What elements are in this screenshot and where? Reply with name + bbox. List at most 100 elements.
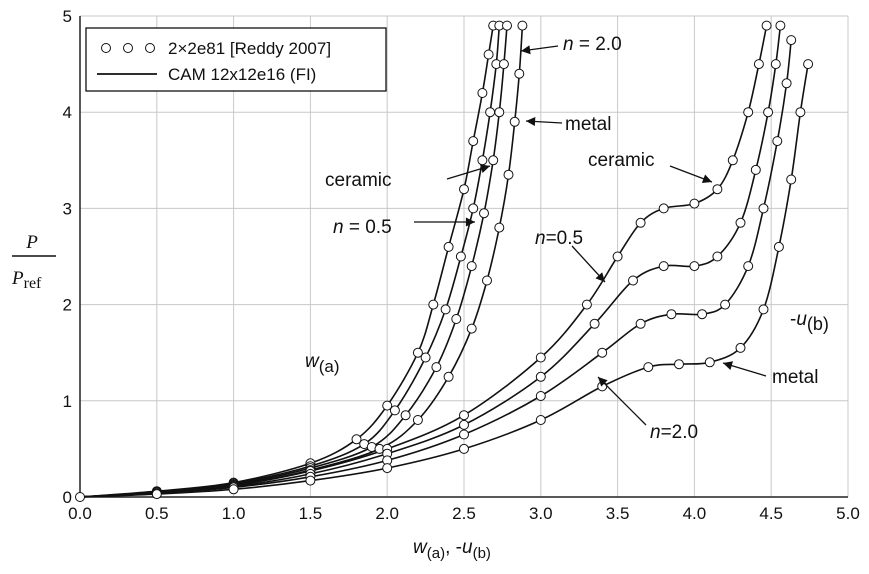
legend-box	[85, 27, 387, 92]
legend-label: CAM 12x12e16 (FI)	[168, 65, 316, 84]
data-point	[795, 107, 806, 118]
series-markers	[75, 20, 814, 502]
data-point	[697, 309, 708, 320]
data-point	[494, 107, 505, 118]
x-axis-label: w(a), -u(b)	[413, 537, 491, 562]
annotation-arrow	[571, 245, 606, 283]
data-point	[535, 352, 546, 363]
annotation-ub-label: -u(b)	[790, 309, 829, 334]
data-point	[743, 107, 754, 118]
x-tick-label: 2.5	[452, 504, 476, 523]
axis-labels: w(a), -u(b) P Pref	[11, 232, 491, 562]
x-tick-label: 1.0	[222, 504, 246, 523]
data-point	[743, 261, 754, 272]
data-point	[643, 362, 654, 373]
data-point	[535, 391, 546, 401]
x-tick-label: 3.0	[529, 504, 553, 523]
data-point	[763, 107, 774, 118]
annotation-arrow	[669, 165, 713, 184]
data-point	[382, 400, 393, 411]
data-point	[689, 261, 700, 272]
data-point	[351, 434, 362, 445]
annotation-n20-right: n=2.0	[650, 422, 698, 443]
data-point	[581, 299, 592, 310]
data-point	[389, 405, 400, 416]
data-point	[773, 241, 784, 252]
data-point	[459, 419, 469, 430]
y-tick-label: 2	[63, 296, 72, 315]
annotations: n = 2.0 metal ceramic n = 0.5 w(a) ceramic n=0…	[305, 34, 829, 443]
data-point	[674, 359, 684, 370]
data-point	[459, 443, 469, 454]
series-line	[79, 63, 809, 498]
data-point	[420, 352, 431, 363]
data-point	[775, 20, 786, 31]
annotation-ceramic-right: ceramic	[588, 150, 655, 171]
x-tick-label: 4.0	[683, 504, 707, 523]
y-tick-label: 4	[63, 103, 72, 122]
data-point	[781, 78, 792, 89]
data-point	[753, 59, 764, 70]
data-point	[483, 49, 494, 60]
x-tick-label: 3.5	[606, 504, 630, 523]
data-point	[503, 169, 514, 180]
series-lines	[79, 25, 809, 498]
data-point	[228, 484, 239, 495]
data-point	[305, 475, 316, 486]
data-point	[494, 222, 505, 233]
x-tick-label: 4.5	[759, 504, 783, 523]
data-point	[466, 323, 477, 334]
data-point	[459, 184, 469, 195]
annotation-arrow	[597, 376, 647, 426]
data-point	[502, 20, 512, 31]
data-point	[485, 107, 496, 118]
data-point	[468, 136, 479, 147]
annotation-n05-left: n = 0.5	[333, 217, 392, 238]
data-point	[786, 174, 797, 185]
data-point	[75, 492, 85, 502]
data-point	[770, 59, 781, 70]
tick-labels: 0.0 0.5 1.0 1.5 2.0 2.5 3.0 3.5 4.0 4.5 5.0 0 1 2 3 4 5	[63, 7, 860, 523]
data-point	[758, 203, 769, 214]
data-point	[635, 318, 646, 329]
annotation-arrow	[520, 45, 559, 55]
data-point	[412, 415, 423, 425]
x-tick-label: 0.0	[68, 504, 92, 523]
data-point	[658, 261, 669, 272]
y-tick-label: 0	[63, 488, 72, 507]
data-point	[412, 347, 423, 358]
data-point	[466, 261, 477, 272]
series-line	[79, 25, 501, 498]
data-point	[431, 362, 442, 373]
data-point	[517, 20, 528, 31]
legend-marker-circle	[101, 43, 111, 53]
data-point	[758, 304, 769, 315]
data-point	[482, 275, 492, 286]
data-point	[498, 59, 509, 70]
data-point	[477, 88, 488, 98]
data-point	[761, 20, 772, 31]
x-tick-label: 0.5	[145, 504, 169, 523]
data-point	[509, 116, 520, 127]
x-tick-label: 2.0	[375, 504, 399, 523]
data-point	[479, 208, 489, 219]
data-point	[803, 59, 814, 70]
data-point	[468, 203, 479, 214]
y-axis-label-denominator: Pref	[11, 268, 42, 292]
y-tick-label: 5	[63, 7, 72, 26]
y-tick-label: 1	[63, 392, 72, 411]
y-axis-label-numerator: P	[25, 232, 38, 253]
annotation-n20-left: n = 2.0	[563, 34, 622, 55]
data-point	[535, 371, 546, 382]
data-point	[704, 357, 715, 368]
data-point	[735, 342, 746, 353]
series-line	[79, 25, 782, 498]
data-point	[720, 299, 731, 310]
data-point	[658, 203, 669, 214]
data-point	[382, 463, 393, 474]
x-tick-label: 5.0	[836, 504, 860, 523]
data-point	[628, 275, 638, 286]
series-line	[79, 25, 494, 498]
data-point	[750, 164, 761, 175]
